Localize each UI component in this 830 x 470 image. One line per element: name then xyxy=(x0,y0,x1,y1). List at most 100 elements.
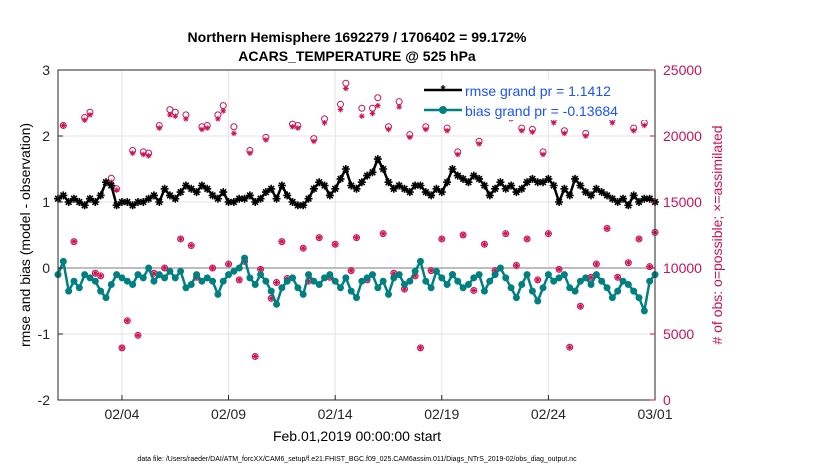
bias-point-58 xyxy=(363,274,371,282)
bias-point-6 xyxy=(86,274,94,282)
obs-possible-point-16 xyxy=(161,264,169,272)
rmse-point-7 xyxy=(91,198,100,206)
obs-assimilated-point-9 xyxy=(124,318,131,324)
obs-assimilated-point-12 xyxy=(140,151,147,158)
obs-assimilated-point-11 xyxy=(135,332,141,339)
rmse-point-81 xyxy=(485,191,494,200)
plot-area: 02/04 02/09 02/14 02/19 02/24 03/01 -2-10123 … xyxy=(38,62,703,422)
rmse-point-63 xyxy=(389,184,398,193)
bias-point-67 xyxy=(411,267,419,275)
obs-assimilated-point-43 xyxy=(305,278,312,284)
rmse-point-43 xyxy=(283,191,292,200)
obs-assimilated-point-57 xyxy=(380,230,386,237)
bias-point-13 xyxy=(123,277,131,285)
rmse-point-21 xyxy=(165,191,174,200)
bias-point-66 xyxy=(406,277,414,285)
bias-point-50 xyxy=(321,274,329,282)
rmse-point-37 xyxy=(251,198,260,206)
rmse-point-39 xyxy=(261,188,270,197)
obs-possible-point-33 xyxy=(251,352,259,360)
rmse-point-42 xyxy=(277,181,286,190)
obs-assimilated-point-23 xyxy=(199,126,205,133)
rmse-point-79 xyxy=(475,174,484,183)
rmse-point-53 xyxy=(336,174,345,183)
obs-possible-point-107 xyxy=(646,263,654,271)
rmse-point-60 xyxy=(373,155,382,164)
x-axis-ticks: 02/04 02/09 02/14 02/19 02/24 03/01 xyxy=(104,395,673,422)
rmse-point-102 xyxy=(597,188,606,197)
bias-point-102 xyxy=(598,277,606,285)
rmse-point-71 xyxy=(432,184,441,193)
rmse-point-51 xyxy=(325,191,334,200)
obs-assimilated-point-97 xyxy=(593,261,600,267)
rmse-point-100 xyxy=(587,191,596,200)
rmse-point-93 xyxy=(549,181,558,190)
rmse-point-17 xyxy=(144,194,153,203)
rmse-point-3 xyxy=(69,194,78,203)
obs-assimilated-point-92 xyxy=(566,344,573,350)
bias-point-100 xyxy=(587,281,595,288)
obs-assimilated-point-76 xyxy=(481,241,488,248)
y-left-tick-label-1: 1 xyxy=(42,194,50,210)
rmse-point-55 xyxy=(347,181,356,190)
legend-rmse-label: rmse grand pr = 1.1412 xyxy=(465,83,611,99)
rmse-point-104 xyxy=(608,194,617,203)
legend-rmse-marker: * xyxy=(440,82,446,97)
rmse-point-62 xyxy=(384,178,393,187)
bias-point-2 xyxy=(65,287,73,295)
bias-point-44 xyxy=(289,274,297,282)
obs-assimilated-point-16 xyxy=(161,265,168,271)
rmse-point-61 xyxy=(379,165,388,173)
obs-assimilated-point-84 xyxy=(524,236,530,242)
obs-assimilated-point-44 xyxy=(311,138,317,145)
bias-point-43 xyxy=(283,277,291,285)
bias-point-85 xyxy=(507,284,515,292)
rmse-point-109 xyxy=(635,198,644,206)
obs-assimilated-point-8 xyxy=(119,345,125,351)
rmse-point-69 xyxy=(421,188,430,197)
bias-point-101 xyxy=(592,271,600,279)
legend-bias-marker xyxy=(439,106,447,114)
bias-point-7 xyxy=(91,277,99,285)
obs-assimilated-point-37 xyxy=(273,279,280,286)
rmse-point-5 xyxy=(80,201,89,210)
rmse-point-33 xyxy=(229,198,238,206)
obs-possible-point-1 xyxy=(70,238,78,246)
rmse-point-67 xyxy=(411,181,420,190)
x-tick-label-02/09: 02/09 xyxy=(211,406,246,422)
obs-assimilated-point-40 xyxy=(289,123,296,130)
bias-point-65 xyxy=(400,281,408,288)
obs-assimilated-point-2 xyxy=(81,117,88,123)
obs-possible-point-74 xyxy=(470,286,478,294)
obs-possible-point-51 xyxy=(347,267,355,275)
rmse-point-111 xyxy=(645,194,654,203)
obs-assimilated-point-91 xyxy=(561,130,568,137)
bias-point-89 xyxy=(528,287,536,295)
rmse-point-78 xyxy=(469,171,478,180)
bias-point-16 xyxy=(139,274,147,282)
obs-assimilated-point-21 xyxy=(188,242,195,249)
bias-point-110 xyxy=(640,307,648,315)
obs-assimilated-point-25 xyxy=(209,265,216,271)
obs-possible-point-52 xyxy=(353,234,360,242)
rmse-point-107 xyxy=(624,201,633,210)
rmse-point-73 xyxy=(443,178,452,187)
obs-assimilated-point-71 xyxy=(454,151,461,158)
rmse-point-90 xyxy=(533,178,542,187)
obs-assimilated-point-19 xyxy=(177,236,184,242)
obs-possible-point-97 xyxy=(592,260,600,268)
obs-assimilated-point-104 xyxy=(630,127,637,134)
obs-assimilated-point-107 xyxy=(646,263,653,270)
obs-assimilated-point-74 xyxy=(470,287,477,294)
obs-assimilated-point-28 xyxy=(225,261,232,267)
bias-point-21 xyxy=(166,267,174,275)
rmse-point-36 xyxy=(245,191,254,200)
rmse-point-40 xyxy=(267,184,276,193)
obs-assimilated-point-87 xyxy=(540,151,546,158)
bias-point-10 xyxy=(107,281,115,288)
obs-assimilated-point-45 xyxy=(316,234,322,241)
obs-assimilated-point-32 xyxy=(247,150,253,156)
bias-point-1 xyxy=(59,257,67,265)
bias-point-72 xyxy=(438,274,446,282)
rmse-point-97 xyxy=(571,174,580,183)
